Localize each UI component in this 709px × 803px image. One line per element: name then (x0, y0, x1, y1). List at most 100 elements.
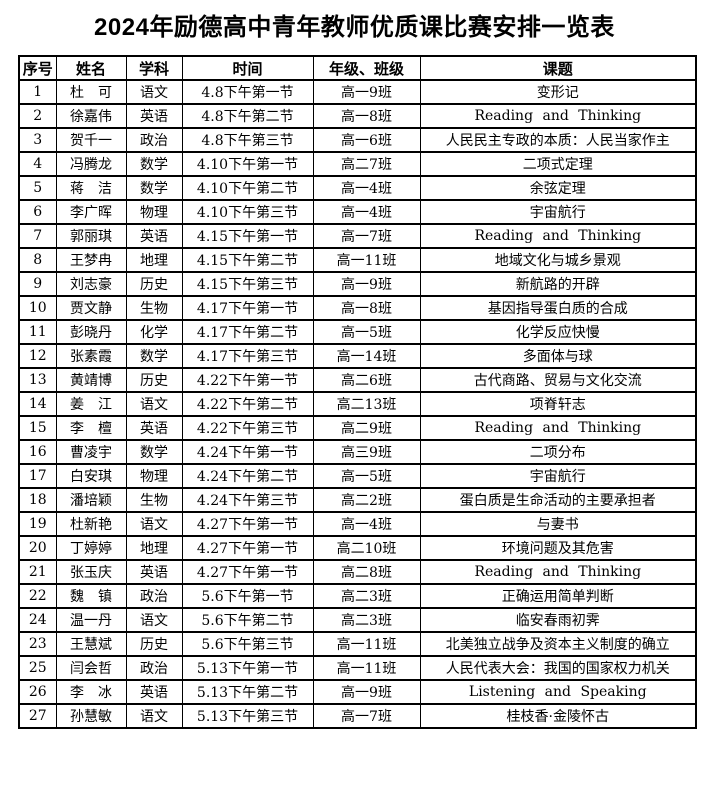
cell-time: 4.17下午第一节 (181, 295, 314, 321)
table-row: 9 刘志豪 历史 4.15下午第三节 高一9班 新航路的开辟 (18, 271, 697, 297)
cell-topic: 蛋白质是生命活动的主要承担者 (419, 487, 697, 513)
cell-time: 4.17下午第二节 (181, 319, 314, 345)
cell-subject: 历史 (125, 271, 183, 297)
cell-subject: 数学 (125, 175, 183, 201)
cell-topic: 环境问题及其危害 (419, 535, 697, 561)
cell-class: 高二2班 (312, 487, 421, 513)
cell-subject: 语文 (125, 703, 183, 729)
cell-topic: Listening and Speaking (419, 679, 697, 705)
cell-no: 1 (18, 79, 57, 105)
cell-time: 4.15下午第二节 (181, 247, 314, 273)
cell-topic: 化学反应快慢 (419, 319, 697, 345)
cell-subject: 物理 (125, 199, 183, 225)
table-row: 14 姜 江语文 4.22下午第二节 高二13班 项脊轩志 (18, 391, 697, 417)
table-row: 26 李 冰英语 5.13下午第二节 高一9班 Listening and Speaki… (18, 679, 697, 705)
cell-class: 高二3班 (312, 607, 421, 633)
table-row: 11 彭晓丹 化学 4.17下午第二节 高一5班 化学反应快慢 (18, 319, 697, 345)
cell-subject: 历史 (125, 367, 183, 393)
cell-subject: 地理 (125, 247, 183, 273)
table-row: 23 王慧斌 历史 5.6下午第三节 高一11班 北美独立战争及资本主义制度的确立 (18, 631, 697, 657)
cell-name: 王梦冉 (55, 247, 127, 273)
cell-class: 高一14班 (312, 343, 421, 369)
cell-name: 李广晖 (55, 199, 127, 225)
cell-name: 冯腾龙 (55, 151, 127, 177)
cell-subject: 化学 (125, 319, 183, 345)
cell-name: 温一丹 (55, 607, 127, 633)
table-row: 27 孙慧敏 语文 5.13下午第三节 高一7班 桂枝香·金陵怀古 (18, 703, 697, 729)
cell-no: 2 (18, 103, 57, 129)
cell-topic: 正确运用简单判断 (419, 583, 697, 609)
cell-no: 20 (18, 535, 57, 561)
cell-class: 高二9班 (312, 415, 421, 441)
cell-time: 4.17下午第三节 (181, 343, 314, 369)
cell-topic: 二项分布 (419, 439, 697, 465)
cell-no: 21 (18, 559, 57, 585)
header-topic: 课题 (419, 55, 697, 81)
cell-class: 高一11班 (312, 655, 421, 681)
cell-class: 高一9班 (312, 271, 421, 297)
cell-time: 4.22下午第一节 (181, 367, 314, 393)
cell-topic: 桂枝香·金陵怀古 (419, 703, 697, 729)
cell-time: 4.27下午第一节 (181, 535, 314, 561)
cell-topic: 人民代表大会：我国的国家权力机关 (419, 655, 697, 681)
cell-name: 王慧斌 (55, 631, 127, 657)
cell-name: 姜 江 (55, 391, 127, 417)
cell-name: 张素霞 (55, 343, 127, 369)
table-row: 19 杜新艳 语文 4.27下午第一节 高一4班 与妻书 (18, 511, 697, 537)
cell-topic: 临安春雨初霁 (419, 607, 697, 633)
cell-class: 高一4班 (312, 511, 421, 537)
cell-no: 26 (18, 679, 57, 705)
cell-subject: 数学 (125, 151, 183, 177)
cell-no: 16 (18, 439, 57, 465)
cell-name: 黄靖博 (55, 367, 127, 393)
header-name: 姓名 (55, 55, 127, 81)
cell-topic: 多面体与球 (419, 343, 697, 369)
cell-name: 潘培颖 (55, 487, 127, 513)
cell-no: 19 (18, 511, 57, 537)
cell-class: 高二10班 (312, 535, 421, 561)
cell-no: 11 (18, 319, 57, 345)
cell-no: 13 (18, 367, 57, 393)
table-row: 25 闫会哲 政治 5.13下午第一节 高一11班 人民代表大会：我国的国家权力机关 (18, 655, 697, 681)
cell-name: 彭晓丹 (55, 319, 127, 345)
cell-time: 4.24下午第二节 (181, 463, 314, 489)
cell-subject: 语文 (125, 607, 183, 633)
cell-no: 24 (18, 607, 57, 633)
cell-name: 杜新艳 (55, 511, 127, 537)
cell-topic: 余弦定理 (419, 175, 697, 201)
cell-no: 23 (18, 631, 57, 657)
cell-time: 4.8下午第一节 (181, 79, 314, 105)
cell-name: 丁婷婷 (55, 535, 127, 561)
table-row: 3 贺千一 政治 4.8下午第三节 高一6班 人民民主专政的本质：人民当家作主 (18, 127, 697, 153)
cell-class: 高一4班 (312, 175, 421, 201)
cell-subject: 地理 (125, 535, 183, 561)
cell-topic: 古代商路、贸易与文化交流 (419, 367, 697, 393)
cell-subject: 英语 (125, 103, 183, 129)
header-time: 时间 (181, 55, 314, 81)
cell-subject: 语文 (125, 79, 183, 105)
cell-no: 12 (18, 343, 57, 369)
cell-class: 高一5班 (312, 319, 421, 345)
cell-topic: 宇宙航行 (419, 463, 697, 489)
cell-time: 5.6下午第二节 (181, 607, 314, 633)
cell-class: 高一8班 (312, 103, 421, 129)
cell-class: 高一6班 (312, 127, 421, 153)
cell-name: 贺千一 (55, 127, 127, 153)
cell-no: 7 (18, 223, 57, 249)
table-row: 13 黄靖博 历史 4.22下午第一节 高二6班 古代商路、贸易与文化交流 (18, 367, 697, 393)
table-row: 18 潘培颖 生物 4.24下午第三节 高二2班 蛋白质是生命活动的主要承担者 (18, 487, 697, 513)
cell-class: 高一9班 (312, 679, 421, 705)
page-title: 2024年励德高中青年教师优质课比赛安排一览表 (94, 14, 615, 41)
cell-no: 5 (18, 175, 57, 201)
cell-no: 10 (18, 295, 57, 321)
cell-no: 25 (18, 655, 57, 681)
cell-no: 22 (18, 583, 57, 609)
cell-class: 高二7班 (312, 151, 421, 177)
cell-class: 高三9班 (312, 439, 421, 465)
cell-class: 高一9班 (312, 79, 421, 105)
table-row: 12 张素霞 数学 4.17下午第三节 高一14班 多面体与球 (18, 343, 697, 369)
cell-no: 8 (18, 247, 57, 273)
